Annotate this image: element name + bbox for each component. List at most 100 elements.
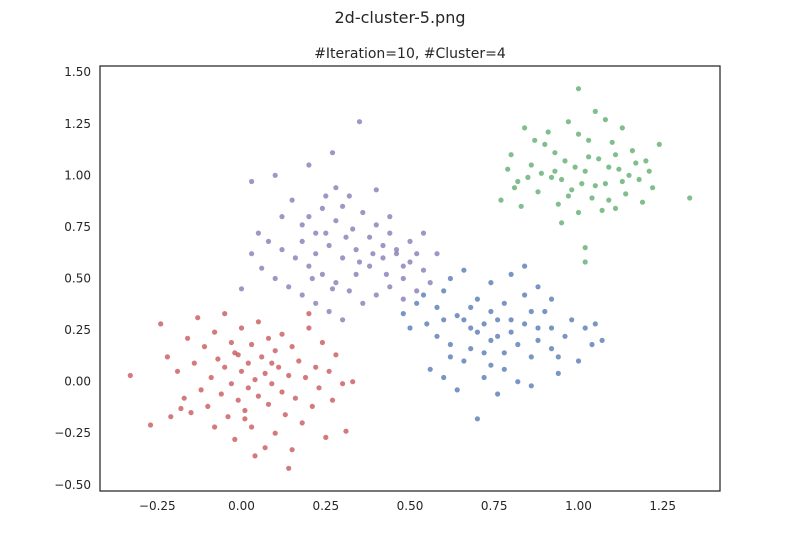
cluster-2-point	[373, 222, 379, 228]
cluster-1-point	[147, 422, 154, 428]
cluster-3-point	[488, 308, 494, 315]
cluster-3-point	[447, 341, 453, 348]
cluster-4-point	[575, 209, 582, 216]
cluster-2-point	[393, 247, 400, 253]
cluster-2-point	[360, 300, 366, 306]
cluster-1-point	[235, 397, 241, 403]
cluster-3-point	[488, 337, 494, 343]
cluster-2-point	[353, 271, 359, 277]
cluster-2-point	[420, 267, 427, 273]
cluster-1-point	[316, 385, 322, 391]
cluster-1-point	[164, 354, 170, 360]
cluster-3-point	[454, 313, 460, 319]
cluster-2-point	[323, 193, 329, 199]
cluster-4-point	[650, 185, 656, 191]
cluster-4-point	[545, 129, 551, 135]
cluster-2-point	[346, 288, 352, 294]
cluster-2-point	[238, 286, 245, 292]
cluster-2-point	[346, 193, 352, 199]
cluster-4-point	[505, 166, 511, 172]
cluster-2-point	[333, 280, 339, 286]
x-tick-label: 0.00	[228, 499, 255, 513]
cluster-4-point	[532, 137, 538, 143]
cluster-3-point	[592, 321, 598, 327]
cluster-1-point	[276, 364, 282, 370]
cluster-1-point	[185, 335, 191, 341]
cluster-1-point	[289, 447, 295, 453]
cluster-3-point	[495, 391, 501, 397]
cluster-4-point	[633, 160, 639, 166]
cluster-4-point	[592, 183, 598, 189]
cluster-1-point	[326, 368, 332, 374]
cluster-1-point	[249, 341, 255, 348]
cluster-2-point	[299, 292, 305, 298]
cluster-1-point	[212, 424, 218, 430]
cluster-4-point	[582, 259, 588, 265]
cluster-4-point	[565, 119, 572, 125]
cluster-3-point	[562, 333, 568, 339]
cluster-2-point	[373, 187, 379, 193]
y-axis-ticks: −0.50 −0.25 0.00 0.25 0.50 0.75 1.00 1.25 1.50	[54, 65, 91, 492]
cluster-1-point	[228, 339, 234, 346]
x-tick-label: 1.00	[565, 499, 592, 513]
cluster-2-point	[329, 286, 336, 292]
cluster-1-point	[282, 412, 288, 418]
cluster-1-point	[279, 331, 285, 337]
cluster-3-point	[495, 333, 501, 339]
cluster-3-point	[427, 366, 433, 372]
cluster-3-point	[589, 341, 595, 348]
cluster-2-point	[420, 230, 427, 236]
cluster-2-point	[323, 230, 329, 236]
cluster-1-point	[265, 401, 272, 407]
cluster-3-point	[528, 383, 534, 389]
cluster-2-point	[249, 178, 255, 185]
cluster-1-point	[174, 368, 181, 374]
cluster-1-point	[329, 397, 336, 403]
cluster-4-point	[639, 199, 646, 205]
cluster-2-point	[387, 230, 393, 236]
cluster-1-point	[343, 428, 349, 434]
cluster-2-point	[427, 280, 433, 286]
x-tick-label: 0.75	[481, 499, 508, 513]
cluster-1-point	[252, 377, 258, 383]
cluster-1-point	[269, 360, 275, 366]
cluster-2-point	[414, 251, 420, 257]
cluster-3-point	[441, 317, 447, 323]
cluster-3-point	[515, 379, 521, 385]
cluster-2-point	[360, 209, 366, 216]
cluster-4-point	[596, 156, 602, 162]
cluster-3-point	[468, 346, 474, 352]
cluster-4-point	[619, 178, 625, 185]
cluster-1-point	[255, 319, 261, 325]
cluster-3-point	[535, 284, 541, 290]
cluster-4-point	[559, 176, 565, 183]
cluster-2-point	[387, 284, 393, 290]
cluster-2-point	[434, 251, 440, 257]
cluster-2-point	[292, 255, 298, 261]
cluster-3-point	[414, 300, 420, 306]
cluster-3-point	[555, 370, 561, 376]
cluster-3-point	[461, 267, 467, 273]
cluster-1-point	[255, 393, 261, 399]
cluster-1-point	[249, 424, 255, 430]
x-tick-label: −0.25	[139, 499, 176, 513]
cluster-1-point	[289, 344, 295, 350]
cluster-4-point	[643, 158, 649, 164]
cluster-3-point	[481, 321, 487, 327]
cluster-3-point	[528, 354, 534, 360]
cluster-4-point	[687, 195, 693, 201]
cluster-1-point	[222, 311, 228, 317]
cluster-1-point	[306, 311, 312, 317]
cluster-2-point	[313, 300, 319, 306]
x-tick-label: 0.25	[312, 499, 339, 513]
cluster-3-point	[474, 296, 480, 302]
cluster-3-point	[548, 346, 555, 352]
cluster-2-point	[350, 226, 356, 232]
cluster-1-point	[238, 325, 245, 331]
cluster-2-point	[414, 288, 420, 294]
cluster-1-point	[205, 403, 211, 409]
cluster-2-point	[387, 214, 393, 220]
y-tick-label: 0.25	[64, 323, 91, 337]
cluster-1-point	[222, 364, 228, 370]
